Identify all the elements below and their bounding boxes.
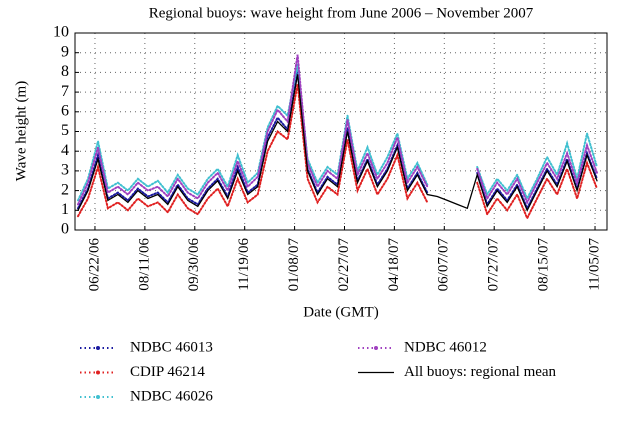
y-tick-label: 4 (61, 142, 69, 159)
y-tick-label: 5 (61, 122, 69, 139)
y-tick-label: 2 (61, 181, 69, 198)
y-tick-label: 3 (61, 162, 69, 179)
legend-marker (96, 395, 100, 399)
y-tick-label: 10 (53, 24, 69, 41)
x-tick-label: 11/19/06 (236, 238, 252, 291)
legend-label: All buoys: regional mean (404, 364, 557, 380)
legend-label: CDIP 46214 (130, 364, 205, 380)
series-line (77, 84, 598, 221)
x-tick-label: 04/18/07 (386, 238, 402, 292)
x-tick-label: 09/30/06 (186, 238, 202, 292)
legend-marker (96, 346, 100, 350)
x-axis-label: Date (GMT) (303, 304, 378, 320)
y-tick-label: 7 (61, 83, 69, 100)
y-tick-label: 0 (61, 221, 69, 238)
x-tick-label: 02/27/07 (336, 238, 352, 292)
x-tick-label: 08/15/07 (536, 238, 552, 292)
y-tick-label: 9 (61, 43, 69, 60)
series-line (77, 54, 598, 206)
legend-marker (96, 370, 100, 375)
x-tick-label: 08/11/06 (136, 238, 152, 291)
legend-marker (374, 346, 378, 350)
legend-label: NDBC 46013 (130, 339, 213, 355)
legend-label: NDBC 46012 (404, 339, 487, 355)
x-tick-label: 07/27/07 (486, 238, 502, 292)
y-axis-label: Wave height (m) (13, 81, 29, 181)
x-tick-label: 11/05/07 (586, 238, 602, 291)
x-tick-label: 06/07/07 (436, 238, 452, 292)
plot-frame (74, 32, 608, 231)
y-tick-label: 1 (61, 201, 69, 218)
x-tick-label: 01/08/07 (286, 238, 302, 292)
y-tick-label: 6 (61, 102, 69, 119)
y-tick-label: 8 (61, 63, 69, 80)
series-line (77, 74, 598, 212)
chart-title: Regional buoys: wave height from June 20… (149, 5, 534, 21)
legend-label: NDBC 46026 (130, 388, 213, 404)
x-tick-label: 06/22/06 (86, 238, 102, 292)
